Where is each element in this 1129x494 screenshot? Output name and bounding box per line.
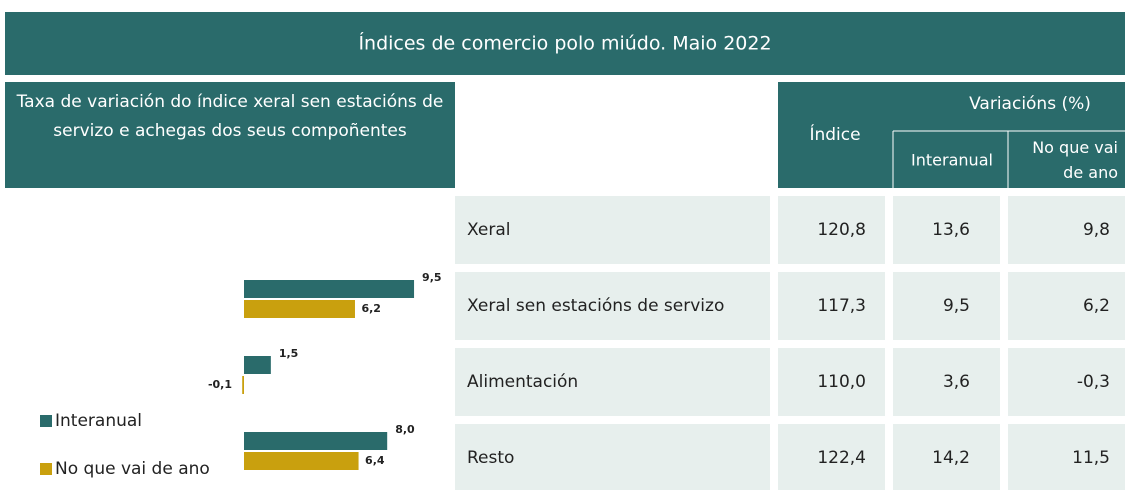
row-label: Xeral bbox=[467, 220, 510, 240]
cell: 13,6 bbox=[932, 220, 970, 240]
data-label: 6,2 bbox=[361, 302, 381, 315]
cell: 110,0 bbox=[817, 372, 866, 392]
row-cell bbox=[455, 196, 770, 264]
bar bbox=[244, 280, 415, 298]
data-label: 6,4 bbox=[365, 454, 385, 467]
legend-swatch bbox=[40, 415, 52, 427]
row-cell bbox=[778, 272, 885, 340]
bar bbox=[242, 376, 244, 394]
row-cell bbox=[893, 272, 1000, 340]
data-label: 1,5 bbox=[279, 347, 299, 360]
cell: 117,3 bbox=[817, 296, 866, 316]
bar bbox=[244, 432, 388, 450]
row-cell bbox=[1008, 348, 1125, 416]
row-cell bbox=[455, 348, 770, 416]
row-label: Xeral sen estacións de servizo bbox=[467, 296, 724, 316]
table-header bbox=[778, 82, 1125, 188]
row-label: Alimentación bbox=[467, 372, 578, 392]
chart-header bbox=[5, 82, 455, 188]
chart-title: Taxa de variación do índice xeral sen es… bbox=[16, 92, 444, 141]
row-cell bbox=[455, 424, 770, 492]
data-label: 8,0 bbox=[395, 423, 415, 436]
row-cell bbox=[893, 196, 1000, 264]
row-cell bbox=[778, 348, 885, 416]
col-header: No que vai de ano bbox=[1032, 138, 1118, 182]
cell: 120,8 bbox=[817, 220, 866, 240]
row-cell bbox=[1008, 272, 1125, 340]
col-header: Interanual bbox=[911, 151, 993, 170]
row-cell bbox=[778, 196, 885, 264]
title-bar bbox=[5, 12, 1125, 75]
row-cell bbox=[893, 424, 1000, 492]
cell: 9,8 bbox=[1083, 220, 1110, 240]
row-cell bbox=[1008, 196, 1125, 264]
row-cell bbox=[778, 424, 885, 492]
page-title: Índices de comercio polo miúdo. Maio 202… bbox=[358, 32, 771, 55]
cell: -0,3 bbox=[1077, 372, 1110, 392]
legend-label: No que vai de ano bbox=[55, 459, 210, 479]
cell: 6,2 bbox=[1083, 296, 1110, 316]
cell: 11,5 bbox=[1072, 448, 1110, 468]
bar bbox=[244, 452, 359, 470]
cell: 14,2 bbox=[932, 448, 970, 468]
col-header: Variacións (%) bbox=[969, 94, 1091, 114]
bar bbox=[244, 356, 271, 374]
cell: 9,5 bbox=[943, 296, 970, 316]
row-cell bbox=[893, 348, 1000, 416]
row-label: Resto bbox=[467, 448, 514, 468]
row-cell bbox=[1008, 424, 1125, 492]
header-line: de ano bbox=[1063, 163, 1118, 182]
header-line: No que vai bbox=[1032, 138, 1118, 157]
legend-label: Interanual bbox=[55, 411, 142, 431]
data-label: -0,1 bbox=[208, 378, 232, 391]
data-label: 9,5 bbox=[422, 271, 442, 284]
bar bbox=[244, 300, 355, 318]
row-cell bbox=[455, 272, 770, 340]
cell: 3,6 bbox=[943, 372, 970, 392]
chart-title-box: Taxa de variación do índice xeral sen es… bbox=[16, 92, 444, 141]
col-header: Índice bbox=[809, 123, 860, 145]
cell: 122,4 bbox=[817, 448, 866, 468]
legend-swatch bbox=[40, 463, 52, 475]
